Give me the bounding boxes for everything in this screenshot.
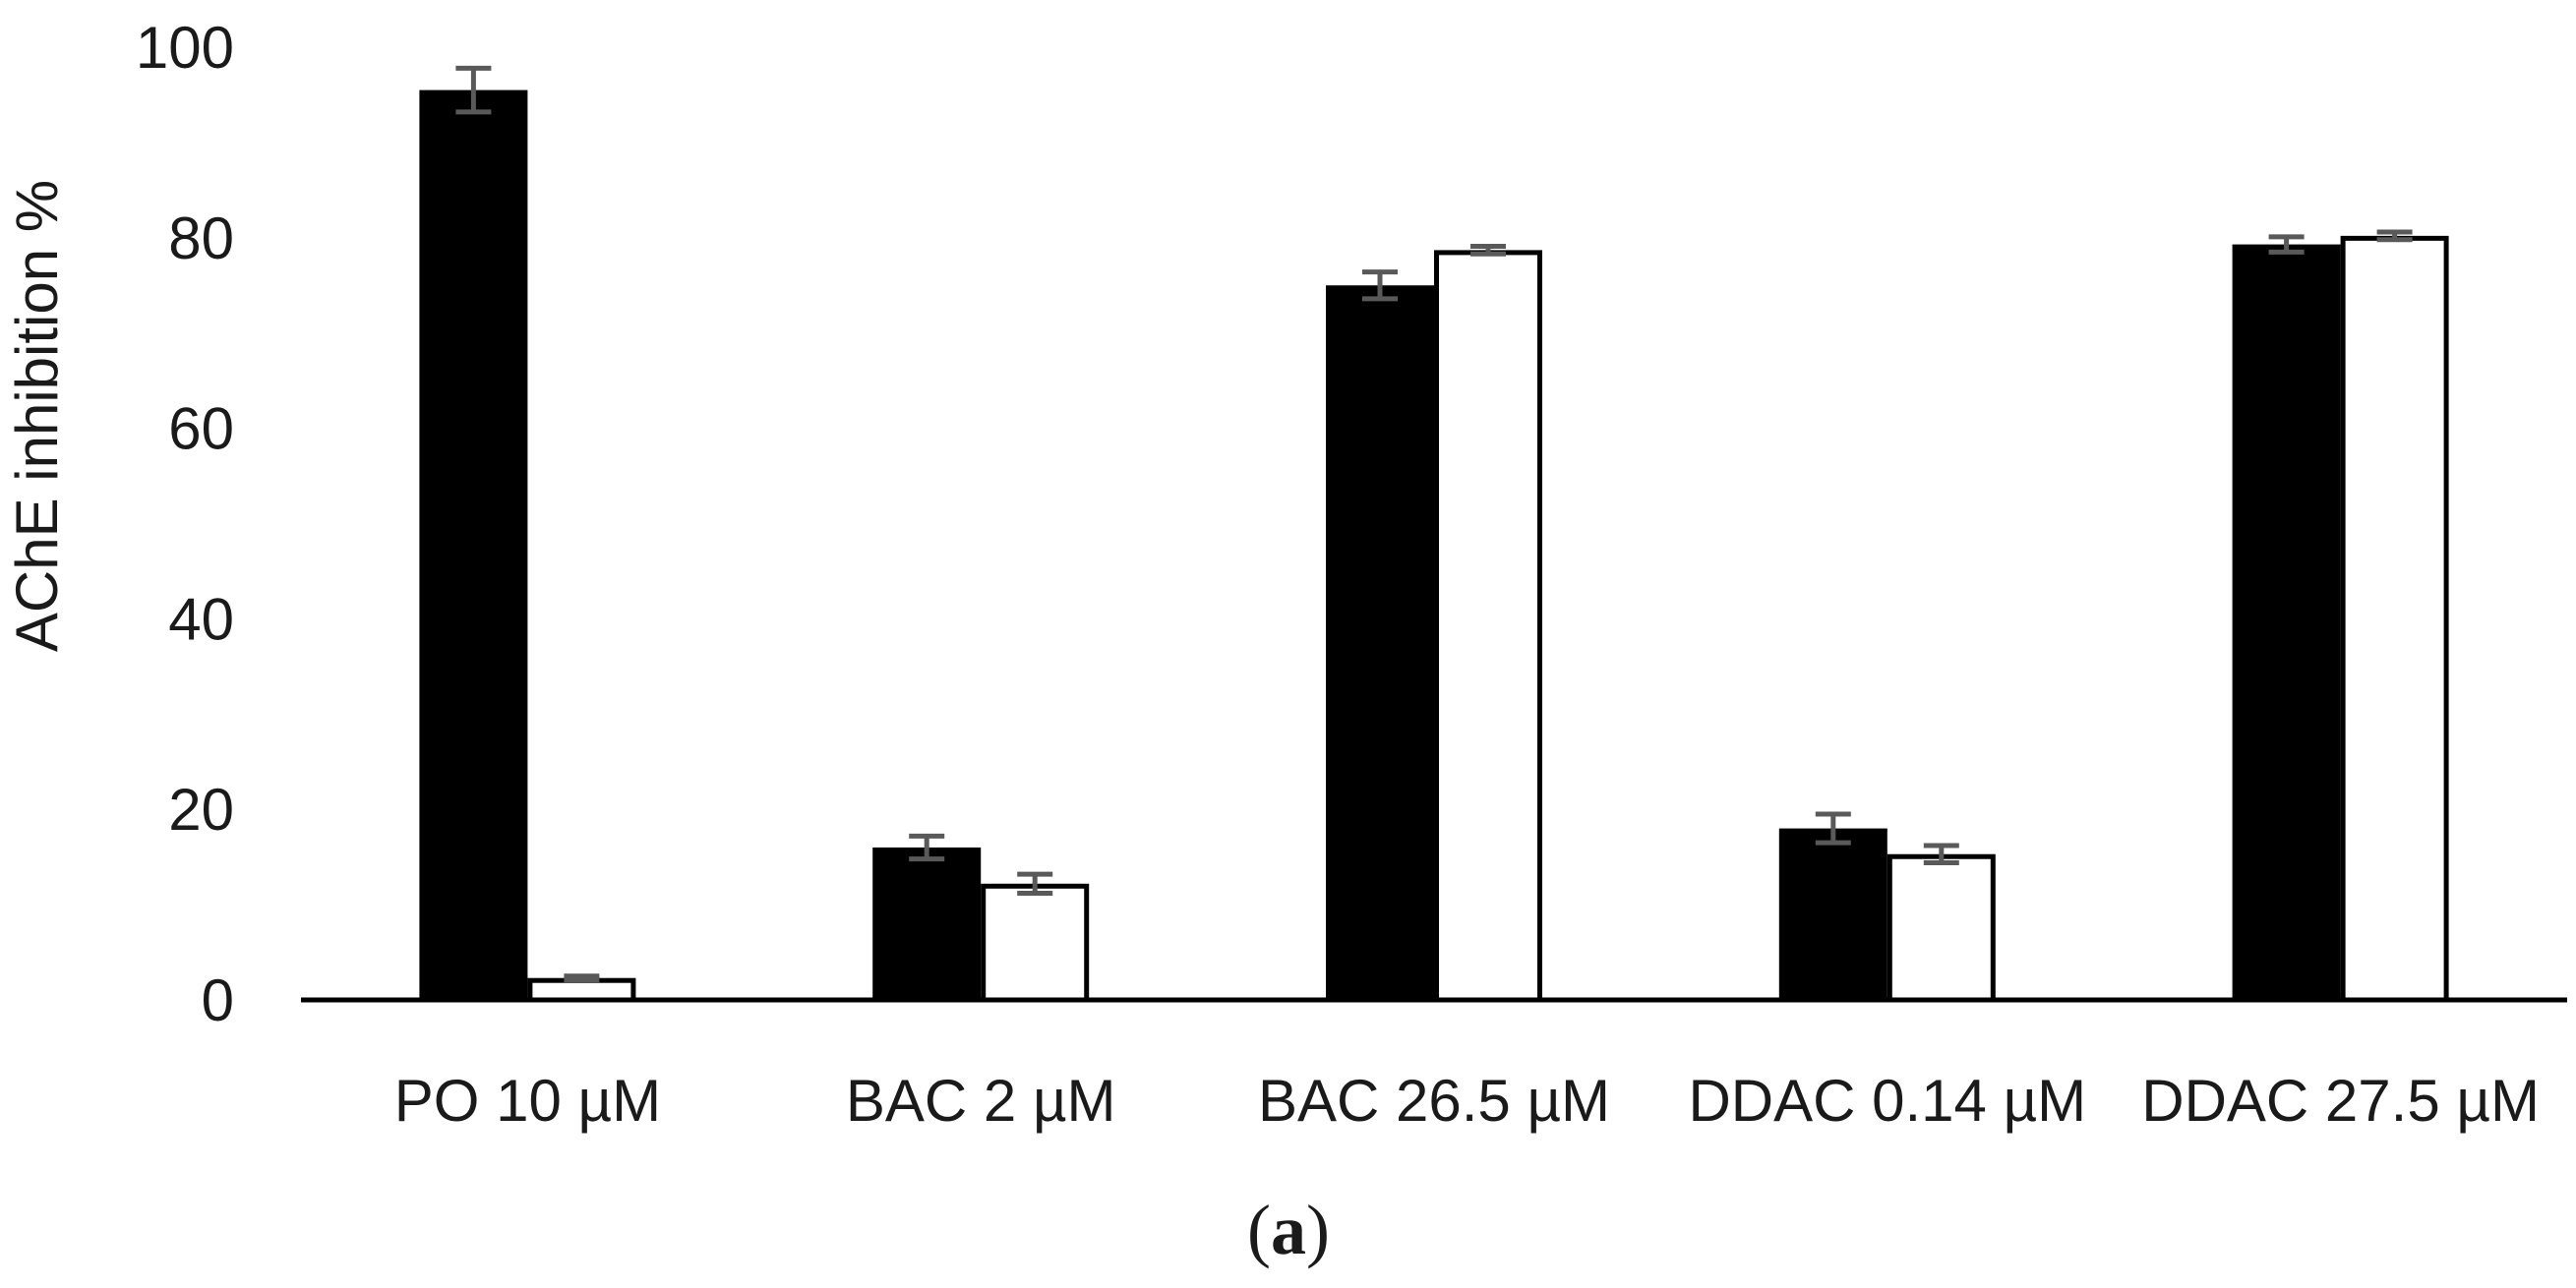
- bar-series2: [1434, 250, 1542, 1003]
- bar-series1: [419, 89, 528, 1001]
- y-axis-title: AChE inhibition %: [4, 180, 70, 652]
- bars: [419, 89, 2449, 1003]
- bar-series2: [527, 977, 636, 1003]
- panel-label-close: ): [1306, 1191, 1330, 1269]
- bar-series1: [2232, 244, 2341, 1000]
- y-tick-label: 40: [168, 586, 234, 652]
- y-axis-ticks: 0 20 40 60 80 100: [136, 15, 234, 1033]
- category-label: DDAC 0.14 µM: [1688, 1068, 2086, 1134]
- y-tick-label: 100: [136, 15, 234, 81]
- category-labels: PO 10 µM BAC 2 µM BAC 26.5 µM DDAC 0.14 µM D…: [394, 1068, 2540, 1134]
- panel-label-open: (: [1247, 1191, 1271, 1269]
- category-label: BAC 26.5 µM: [1258, 1068, 1610, 1134]
- bar-series2: [2340, 235, 2449, 1003]
- bar-series1: [1326, 285, 1434, 1000]
- bar-series1: [872, 847, 982, 1000]
- y-tick-label: 0: [202, 967, 234, 1033]
- category-label: BAC 2 µM: [846, 1068, 1116, 1134]
- error-bars: [455, 65, 2413, 983]
- bar-series1: [1778, 828, 1887, 1000]
- category-label: DDAC 27.5 µM: [2141, 1068, 2540, 1134]
- category-label: PO 10 µM: [394, 1068, 661, 1134]
- bar-series2: [981, 883, 1090, 1003]
- y-tick-label: 80: [168, 205, 234, 271]
- y-tick-label: 60: [168, 396, 234, 462]
- panel-label-letter: a: [1271, 1191, 1306, 1269]
- bar-series2: [1887, 853, 1996, 1003]
- y-tick-label: 20: [168, 777, 234, 843]
- panel-label: (a): [1247, 1191, 1330, 1269]
